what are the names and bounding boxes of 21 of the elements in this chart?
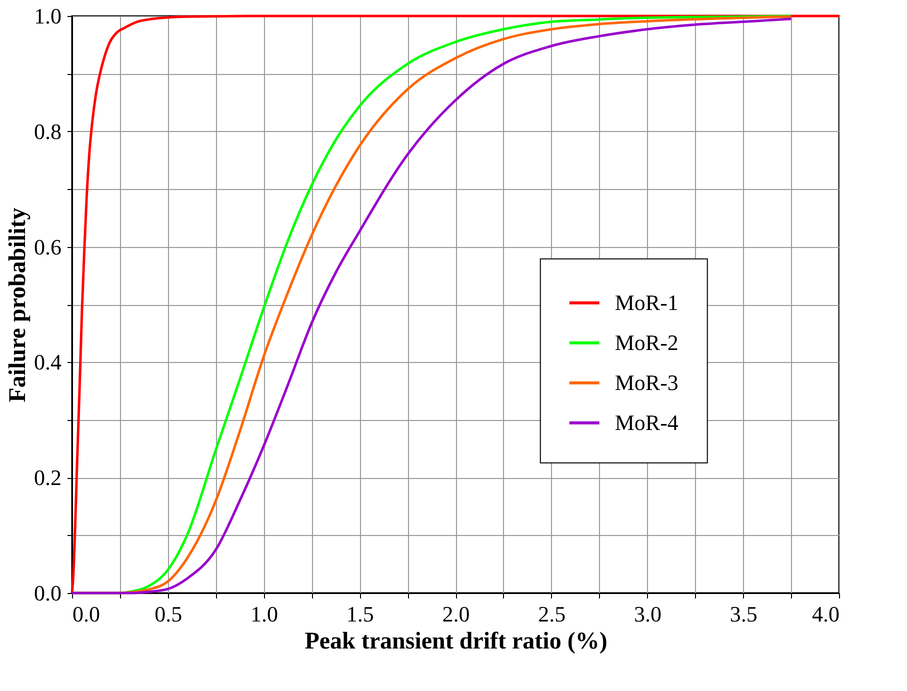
x-tick-label: 1.0	[250, 602, 278, 626]
x-axis-title: Peak transient drift ratio (%)	[304, 628, 608, 654]
y-tick-label: 0.4	[34, 350, 62, 375]
x-tick-label: 0.0	[72, 602, 100, 626]
x-tick-label: 3.5	[730, 602, 758, 626]
y-tick-label: 1.0	[34, 4, 62, 28]
y-tick-label: 0.0	[34, 580, 62, 606]
legend-label: MoR-3	[614, 370, 678, 395]
x-tick-label: 3.0	[634, 602, 662, 626]
legend-label: MoR-1	[614, 290, 678, 315]
y-axis-title: Failure probability	[5, 208, 31, 402]
x-tick-label: 2.5	[538, 602, 566, 626]
y-tick-label: 0.6	[34, 234, 62, 260]
y-tick-label: 0.2	[34, 465, 62, 490]
y-tick-label: 0.8	[34, 118, 62, 144]
x-tick-label: 2.0	[442, 602, 470, 626]
x-tick-label: 1.5	[346, 602, 374, 626]
x-tick-label: 4.0	[812, 602, 840, 626]
legend-label: MoR-2	[614, 330, 678, 355]
x-tick-label: 0.5	[154, 602, 182, 626]
legend-label: MoR-4	[614, 410, 678, 435]
